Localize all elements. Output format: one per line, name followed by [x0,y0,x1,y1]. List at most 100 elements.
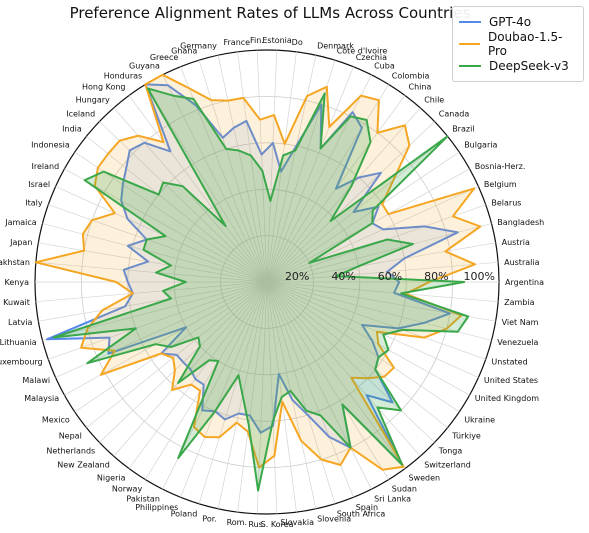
grid-spoke [266,281,406,469]
category-label: Unstated [491,357,527,366]
category-label: Bangladesh [497,218,544,227]
category-label: Japan [9,238,32,247]
category-label: Philippines [135,503,178,512]
category-label: Hungary [76,95,110,104]
category-label: South Africa [337,510,386,519]
grid-spoke [38,242,268,283]
grid-spoke [266,281,479,378]
grid-spoke [266,281,486,360]
category-label: Sweden [409,473,441,482]
category-label: Belarus [491,199,521,208]
grid-spoke [48,204,268,283]
category-label: France [223,38,250,47]
category-label: Rus. [248,520,265,529]
grid-spoke [266,66,354,283]
category-label: Bulgaria [464,141,497,150]
category-label: Chile [424,95,444,104]
category-label: Viet Nam [502,318,539,327]
grid-spoke [266,55,317,283]
grid-spoke [35,261,268,283]
category-label: Guyana [129,62,160,71]
grid-spoke [237,281,268,513]
category-label: Luxembourg [0,357,43,366]
series-doubao [34,73,482,471]
category-label: Zambia [504,298,534,307]
grid-spoke [145,281,268,480]
grid-spoke [128,281,268,469]
grid-spoke [266,84,389,283]
grid-spoke [266,281,421,457]
grid-spoke [266,281,435,443]
legend-label-deepseek: DeepSeek-v3 [489,59,569,73]
radial-tick-layer: 20% 40% 60% 80% 100% [285,270,495,283]
radial-tick-label: 20% [285,270,309,283]
grid-spoke [266,107,421,283]
legend-swatch-gpt [459,21,481,23]
category-label: United States [484,376,538,385]
category-label: Czechia [356,53,387,62]
category-label: Honduras [104,71,143,80]
category-label: Germany [180,41,217,50]
grid-spoke [266,186,479,283]
category-label: Ukraine [464,415,495,424]
category-label-layer: Argentina Australia Austria Bangladesh Belar… [0,36,544,529]
grid-spoke [266,281,354,498]
category-label: Latvia [8,318,32,327]
category-label: Netherlands [46,447,95,456]
grid-spoke [266,281,389,480]
category-label: Poland [171,510,198,519]
category-label: Bosnia-Herz. [475,162,526,171]
category-label: Indonesia [31,141,70,150]
grid-spoke [266,281,460,413]
grid-spoke [266,135,448,283]
category-label: Tonga [438,447,463,456]
category-label: Colombia [392,71,430,80]
category-label: Slovakia [280,518,314,527]
category-label: Spain [356,503,378,512]
grid-spoke [266,281,470,396]
category-label: Slovenia [317,515,351,524]
grid-spoke [237,51,268,283]
grid-spoke [145,84,268,283]
category-label: Norway [112,485,143,494]
grid-layer [34,49,500,515]
radial-tick-label: 100% [464,270,495,283]
grid-spoke [217,55,268,283]
grid-spoke [266,151,460,283]
category-label: Do [292,38,303,47]
grid-spoke [256,281,268,514]
category-label: Nigeria [97,473,126,482]
category-label: Italy [25,199,43,208]
category-label: Nepal [59,432,82,441]
grid-spoke [266,74,372,283]
radial-tick-label: 60% [378,270,402,283]
chart-title: Preference Alignment Rates of LLMs Acros… [69,4,471,22]
category-label: United Kingdom [475,394,539,403]
legend-swatch-doubao [459,43,480,45]
category-label: Israel [28,180,50,189]
grid-spoke [266,281,317,509]
category-label: Malawi [22,376,50,385]
category-label: Sudan [392,485,417,494]
grid-spoke [99,121,268,283]
category-label: Canada [439,109,470,118]
radial-tick-label: 80% [424,270,448,283]
legend-label-gpt: GPT-4o [489,15,532,29]
grid-spoke [266,281,336,504]
grid-spoke [266,281,499,303]
grid-spoke [86,135,268,283]
series-deepseek [52,87,470,492]
category-label: Switzerland [424,461,471,470]
category-label: Venezuela [497,338,538,347]
category-label: Estonia [262,36,292,45]
category-label: Kazakhstan [0,258,30,267]
grid-spoke [266,50,278,283]
category-label: Côte d'Ivoire [337,45,388,55]
category-label: Pakistan [126,495,160,504]
category-label: S. Korea [261,520,294,529]
category-label: Jamaica [4,218,37,227]
grid-spoke [266,242,496,283]
category-label: Austria [502,238,530,247]
grid-spoke [180,281,268,498]
legend-swatch-deepseek [459,65,481,67]
